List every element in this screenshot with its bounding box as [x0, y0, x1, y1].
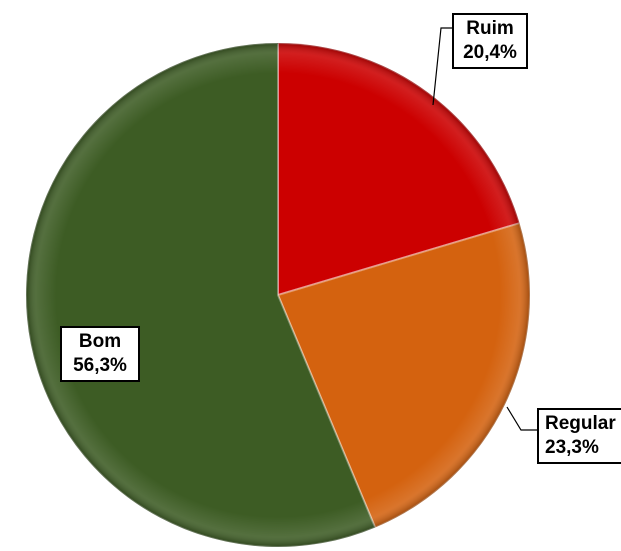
slice-label-bom: Bom 56,3%: [60, 326, 140, 382]
slice-label-bom-value: 56,3%: [73, 355, 127, 376]
slice-label-ruim-name: Ruim: [466, 18, 514, 39]
slice-label-ruim: Ruim 20,4%: [452, 13, 528, 69]
slice-label-ruim-value: 20,4%: [463, 42, 517, 63]
leader-line-regular: [506, 406, 537, 431]
slice-label-bom-name: Bom: [78, 331, 122, 352]
pie-bevel-shading: [26, 43, 530, 547]
slice-label-regular-name: Regular: [545, 413, 616, 434]
slice-label-regular: Regular 23,3%: [537, 408, 621, 464]
leader-line-ruim: [432, 27, 452, 106]
slice-label-regular-value: 23,3%: [545, 437, 599, 458]
